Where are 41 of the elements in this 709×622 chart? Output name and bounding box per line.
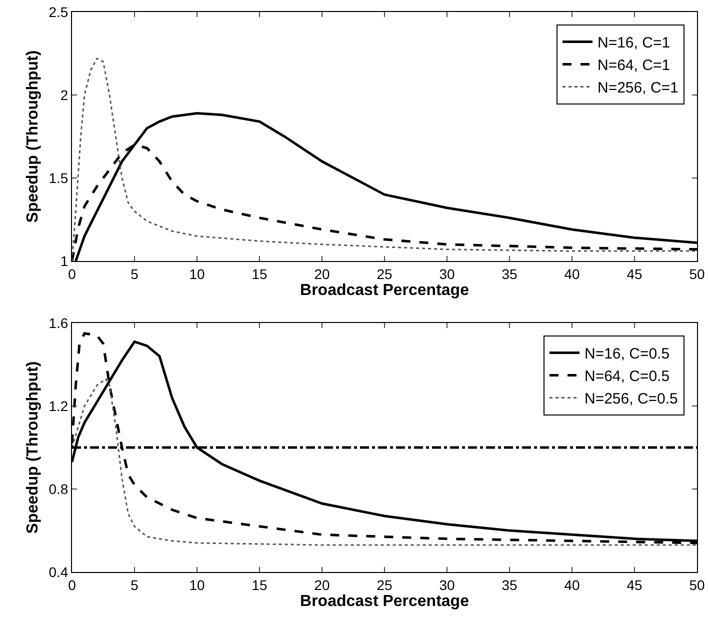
y-tick-label: 1.2 xyxy=(48,398,68,414)
y-tick-label: 0.4 xyxy=(48,564,68,580)
x-axis-title: Broadcast Percentage xyxy=(300,592,470,610)
x-axis-title: Broadcast Percentage xyxy=(300,282,470,299)
x-tick-label: 10 xyxy=(189,576,205,593)
x-tick-label: 5 xyxy=(130,576,139,593)
legend-label: N=64, C=1 xyxy=(598,57,670,74)
x-tick-label: 15 xyxy=(252,576,268,593)
x-tick-label: 5 xyxy=(130,266,139,282)
y-tick-label: 1.6 xyxy=(48,314,68,331)
legend-label: N=16, C=0.5 xyxy=(584,346,670,363)
x-tick-label: 0 xyxy=(68,266,76,282)
y-tick-label: 1 xyxy=(60,252,68,269)
x-tick-label: 40 xyxy=(564,266,580,282)
x-tick-label: 10 xyxy=(189,266,205,282)
legend-label: N=16, C=1 xyxy=(598,34,670,52)
y-tick-label: 1.5 xyxy=(48,170,68,186)
y-axis-title: Speedup (Throughput) xyxy=(24,361,42,534)
y-tick-label: 0.8 xyxy=(48,480,68,497)
x-tick-label: 20 xyxy=(314,266,330,282)
x-tick-label: 45 xyxy=(626,576,642,593)
y-tick-label: 2 xyxy=(60,86,68,103)
x-tick-label: 50 xyxy=(689,266,705,282)
x-tick-label: 45 xyxy=(626,266,642,282)
x-tick-label: 35 xyxy=(502,266,518,282)
legend-label: N=64, C=0.5 xyxy=(584,368,670,386)
x-tick-label: 20 xyxy=(314,576,330,593)
legend-label: N=256, C=0.5 xyxy=(584,390,678,408)
x-tick-label: 40 xyxy=(564,576,580,593)
line-series xyxy=(72,58,697,261)
x-tick-label: 30 xyxy=(439,266,455,282)
y-tick-label: 2.5 xyxy=(48,4,68,20)
x-tick-label: 50 xyxy=(689,576,705,593)
x-tick-label: 30 xyxy=(439,576,455,593)
legend-label: N=256, C=1 xyxy=(598,80,678,97)
x-tick-label: 15 xyxy=(252,266,268,282)
y-axis-title: Speedup (Throughput) xyxy=(24,50,42,223)
x-tick-label: 0 xyxy=(68,576,76,593)
x-tick-label: 35 xyxy=(502,576,518,593)
x-tick-label: 25 xyxy=(376,266,392,282)
x-tick-label: 25 xyxy=(376,576,392,593)
